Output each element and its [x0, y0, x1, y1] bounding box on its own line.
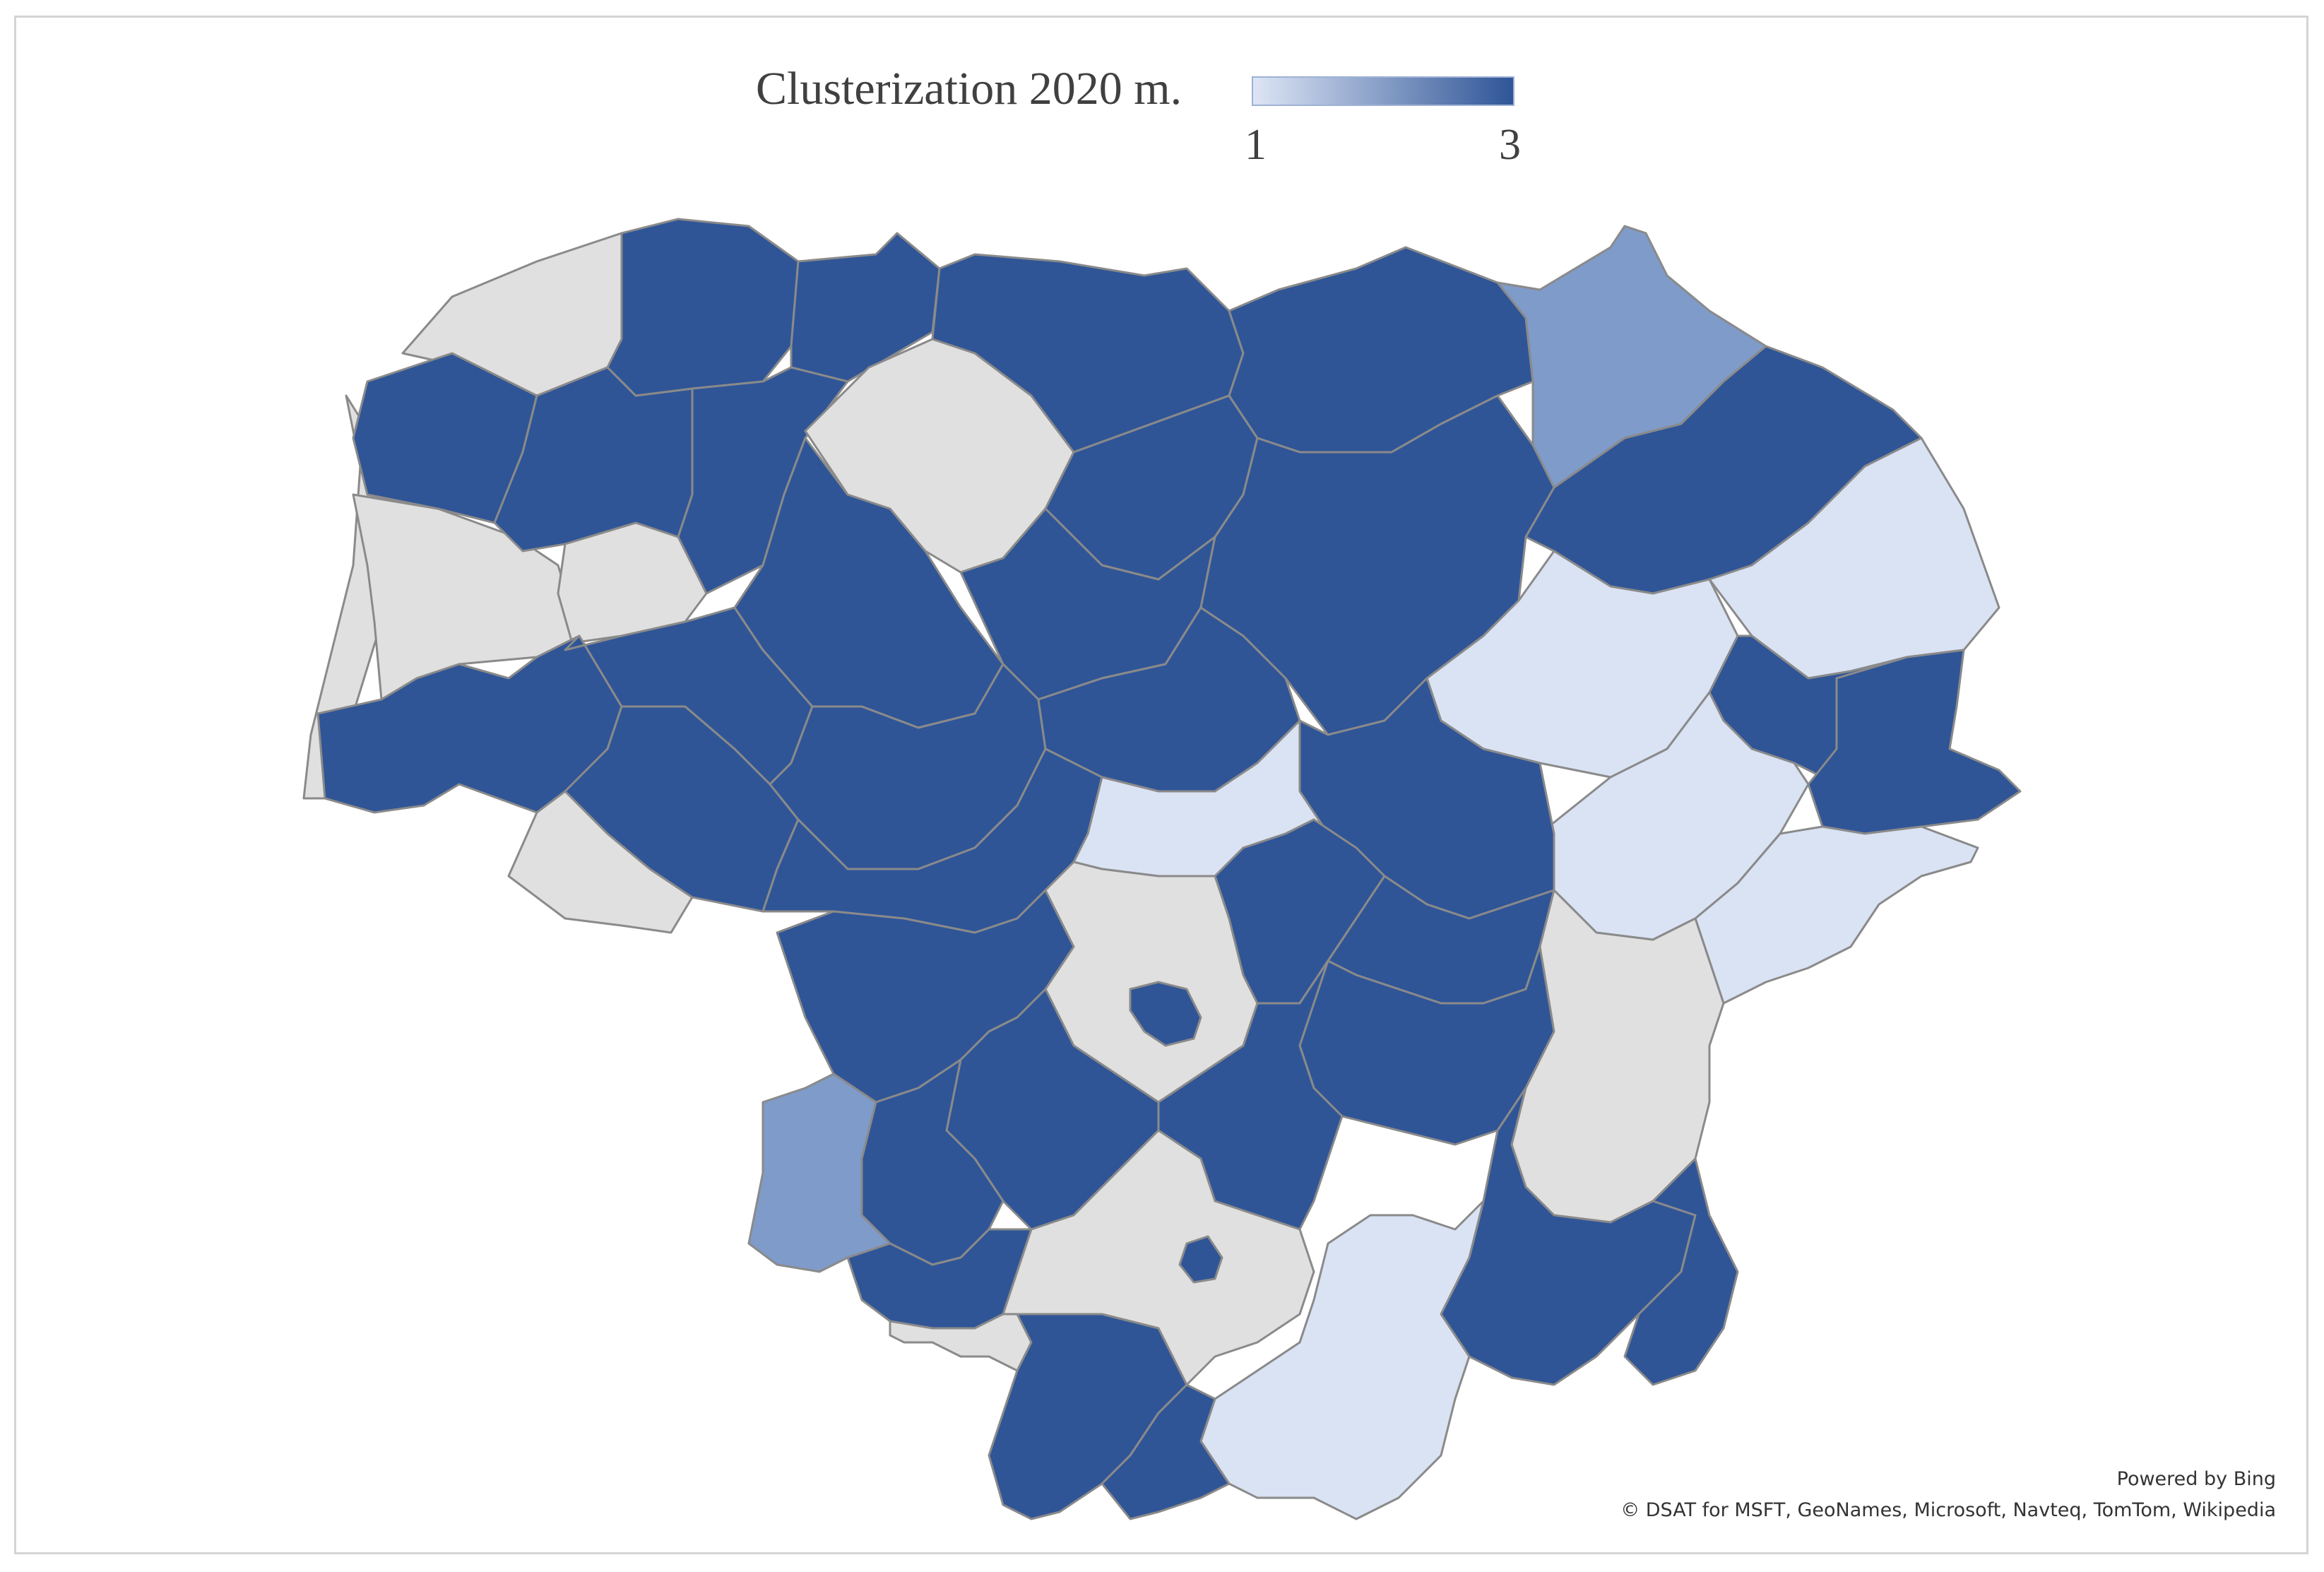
attribution-copyright: © DSAT for MSFT, GeoNames, Microsoft, Na…: [1620, 1499, 2276, 1521]
region: [1694, 825, 1979, 1005]
legend-max-label: 3: [1499, 121, 1521, 169]
attribution-powered-by: Powered by Bing: [2116, 1468, 2276, 1490]
region: [1199, 1200, 1485, 1520]
region: [1807, 649, 2022, 835]
legend-title: Clusterization 2020 m.: [756, 63, 1182, 114]
region: [606, 218, 800, 397]
region: [1178, 1235, 1223, 1284]
legend-min-label: 1: [1245, 121, 1267, 169]
legend-color-scale: [1252, 76, 1514, 106]
region: [1101, 1383, 1231, 1520]
region: [1129, 981, 1202, 1047]
region: [1623, 1157, 1739, 1386]
